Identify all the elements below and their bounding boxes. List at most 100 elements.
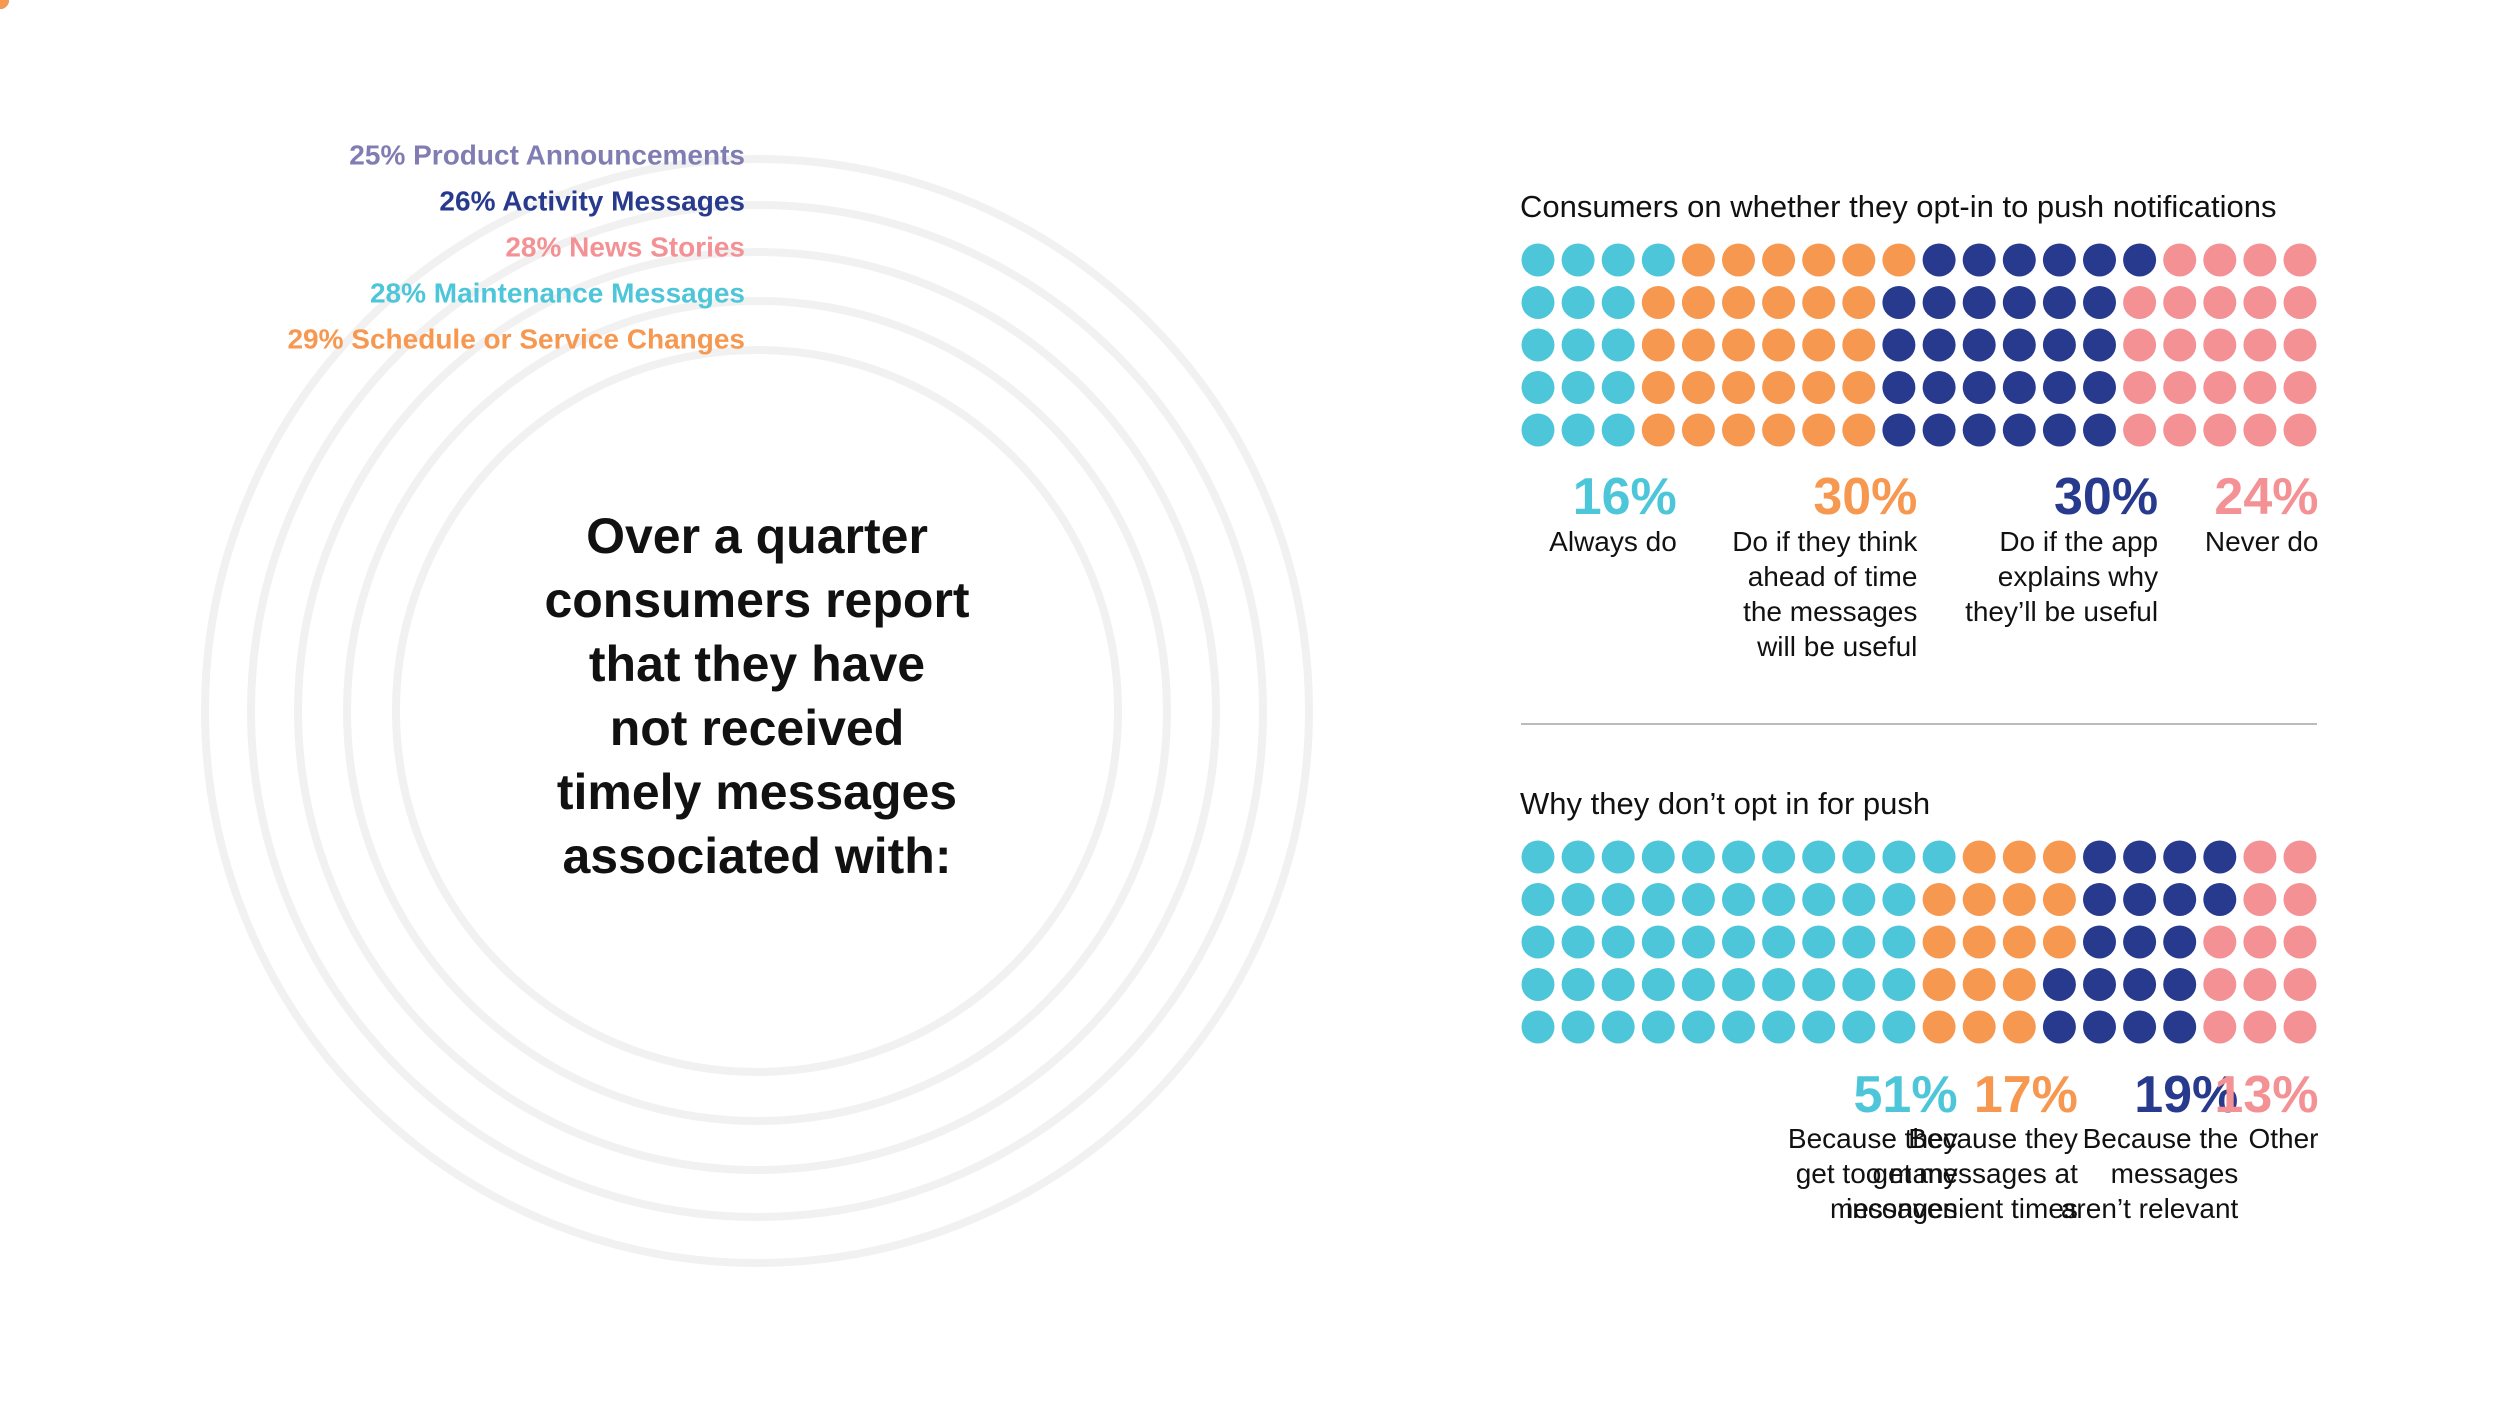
radial-arc-end-dot-schedule-or-service-changes xyxy=(0,0,9,9)
waffle-dot-always-do xyxy=(1601,413,1635,447)
waffle-dot-do-if-they-think-ahead-of-time-the-messages-will-be-useful xyxy=(1722,243,1755,277)
radial-label-schedule-or-service-changes: 29% Schedule or Service Changes xyxy=(287,324,745,355)
radial-track-2 xyxy=(247,201,1267,1221)
waffle-dot-because-the-messages-arent-relevant xyxy=(2083,1010,2116,1044)
waffle-dot-do-if-the-app-explains-why-theyll-be-useful xyxy=(1882,286,1916,319)
waffle-label-do-if-they-think-ahead-of-time-the-messages-will-be-useful: Do if they think ahead of time the message… xyxy=(1732,526,1918,662)
waffle-dot-do-if-they-think-ahead-of-time-the-messages-will-be-useful xyxy=(1681,371,1715,404)
waffle-dot-do-if-they-think-ahead-of-time-the-messages-will-be-useful xyxy=(1802,328,1836,362)
waffle-dot-because-they-get-too-many-messages xyxy=(1802,1010,1836,1044)
waffle-dot-because-they-get-too-many-messages xyxy=(1882,1010,1916,1044)
waffle-dot-because-they-get-too-many-messages xyxy=(1802,883,1836,916)
waffle-dot-because-they-get-messages-at-inconvenient-times xyxy=(2042,883,2076,916)
waffle-dot-do-if-they-think-ahead-of-time-the-messages-will-be-useful xyxy=(1722,371,1755,404)
waffle-dot-always-do xyxy=(1521,243,1555,277)
waffle-dot-because-the-messages-arent-relevant xyxy=(2083,840,2116,874)
waffle-dot-do-if-they-think-ahead-of-time-the-messages-will-be-useful xyxy=(1681,413,1715,447)
waffle-dot-never-do xyxy=(2163,371,2197,404)
waffle-title: Why they don’t opt in for push xyxy=(1520,786,1930,821)
waffle-dot-because-they-get-messages-at-inconvenient-times xyxy=(2002,968,2036,1001)
waffle-dot-never-do xyxy=(2163,286,2197,319)
waffle-dot-do-if-they-think-ahead-of-time-the-messages-will-be-useful xyxy=(1842,328,1876,362)
waffle-dot-other xyxy=(2243,968,2277,1001)
waffle-dot-always-do xyxy=(1561,371,1595,404)
waffle-dot-because-they-get-too-many-messages xyxy=(1521,840,1555,874)
waffle-dot-do-if-the-app-explains-why-theyll-be-useful xyxy=(2002,371,2036,404)
waffle-dot-do-if-the-app-explains-why-theyll-be-useful xyxy=(2042,286,2076,319)
waffle-label-because-the-messages-arent-relevant: Because the messages aren’t relevant xyxy=(2061,1123,2239,1224)
waffle-dot-never-do xyxy=(2203,413,2237,447)
waffle-dot-do-if-they-think-ahead-of-time-the-messages-will-be-useful xyxy=(1842,243,1876,277)
waffle-dot-because-they-get-too-many-messages xyxy=(1681,1010,1715,1044)
waffle-dot-because-they-get-too-many-messages xyxy=(1601,968,1635,1001)
waffle-dot-other xyxy=(2243,1010,2277,1044)
waffle-dot-because-they-get-too-many-messages xyxy=(1681,968,1715,1001)
waffle-label-line: messages xyxy=(2111,1158,2239,1189)
waffle-dot-always-do xyxy=(1601,286,1635,319)
waffle-dot-because-they-get-too-many-messages xyxy=(1722,1010,1755,1044)
waffle-dot-never-do xyxy=(2123,328,2157,362)
waffle-label-line: Always do xyxy=(1549,526,1677,557)
waffle-dot-because-they-get-too-many-messages xyxy=(1842,840,1876,874)
waffle-dot-always-do xyxy=(1561,243,1595,277)
waffle-dot-because-the-messages-arent-relevant xyxy=(2123,1010,2157,1044)
waffle-dot-because-they-get-too-many-messages xyxy=(1641,968,1675,1001)
radial-title-line: not received xyxy=(610,700,905,756)
waffle-dot-always-do xyxy=(1521,286,1555,319)
waffle-label-never-do: Never do xyxy=(2205,526,2319,557)
waffle-dot-because-they-get-too-many-messages xyxy=(1882,883,1916,916)
waffle-label-because-they-get-too-many-messages: Because they get too many messages xyxy=(1788,1123,1958,1224)
radial-title-line: consumers report xyxy=(544,572,969,628)
waffle-dot-do-if-the-app-explains-why-theyll-be-useful xyxy=(2002,328,2036,362)
waffle-dot-because-the-messages-arent-relevant xyxy=(2042,968,2076,1001)
radial-title-line: timely messages xyxy=(557,764,957,820)
waffle-dot-because-the-messages-arent-relevant xyxy=(2163,925,2197,959)
waffle-label-line: the messages xyxy=(1743,596,1917,627)
waffle-label-line: inconvenient times xyxy=(1846,1193,2078,1224)
waffle-dot-because-they-get-too-many-messages xyxy=(1722,968,1755,1001)
waffle-dot-because-the-messages-arent-relevant xyxy=(2163,968,2197,1001)
waffle-dot-do-if-the-app-explains-why-theyll-be-useful xyxy=(2002,413,2036,447)
waffle-label-line: Do if the app xyxy=(1999,526,2158,557)
waffle-dot-always-do xyxy=(1561,328,1595,362)
waffle-dot-because-the-messages-arent-relevant xyxy=(2163,1010,2197,1044)
waffle-dot-do-if-the-app-explains-why-theyll-be-useful xyxy=(2042,371,2076,404)
waffle-dot-do-if-they-think-ahead-of-time-the-messages-will-be-useful xyxy=(1762,371,1796,404)
waffle-dot-because-the-messages-arent-relevant xyxy=(2163,840,2197,874)
waffle-dot-because-they-get-too-many-messages xyxy=(1641,1010,1675,1044)
waffle-dot-always-do xyxy=(1601,328,1635,362)
waffle-label-other: Other xyxy=(2248,1123,2318,1154)
radial-title-line: Over a quarter xyxy=(586,508,928,564)
waffle-dot-other xyxy=(2283,1010,2317,1044)
waffle-dot-because-they-get-messages-at-inconvenient-times xyxy=(1922,883,1956,916)
waffle-dot-because-they-get-messages-at-inconvenient-times xyxy=(1962,968,1996,1001)
waffle-dot-do-if-they-think-ahead-of-time-the-messages-will-be-useful xyxy=(1722,286,1755,319)
waffle-dot-because-they-get-messages-at-inconvenient-times xyxy=(2042,840,2076,874)
waffle-dot-do-if-they-think-ahead-of-time-the-messages-will-be-useful xyxy=(1842,371,1876,404)
waffle-dot-do-if-they-think-ahead-of-time-the-messages-will-be-useful xyxy=(1882,243,1916,277)
waffle-dot-never-do xyxy=(2203,371,2237,404)
waffle-dot-always-do xyxy=(1641,243,1675,277)
waffle-dot-always-do xyxy=(1601,371,1635,404)
waffle-dot-do-if-the-app-explains-why-theyll-be-useful xyxy=(2042,243,2076,277)
waffle-dot-never-do xyxy=(2203,243,2237,277)
waffle-dot-because-the-messages-arent-relevant xyxy=(2123,925,2157,959)
waffle-dot-because-they-get-too-many-messages xyxy=(1521,925,1555,959)
waffle-dot-never-do xyxy=(2123,286,2157,319)
waffle-dot-because-the-messages-arent-relevant xyxy=(2123,883,2157,916)
waffle-dot-because-they-get-too-many-messages xyxy=(1601,840,1635,874)
waffle-label-always-do: Always do xyxy=(1549,526,1677,557)
waffle-dot-do-if-they-think-ahead-of-time-the-messages-will-be-useful xyxy=(1681,243,1715,277)
waffle-dot-because-they-get-too-many-messages xyxy=(1762,1010,1796,1044)
waffle-dot-other xyxy=(2243,925,2277,959)
waffle-dot-do-if-they-think-ahead-of-time-the-messages-will-be-useful xyxy=(1802,286,1836,319)
waffle-dot-never-do xyxy=(2243,328,2277,362)
waffle-dot-always-do xyxy=(1521,328,1555,362)
waffle-dot-because-they-get-too-many-messages xyxy=(1561,925,1595,959)
waffle-dot-because-they-get-too-many-messages xyxy=(1561,1010,1595,1044)
waffle-dot-because-they-get-too-many-messages xyxy=(1842,1010,1876,1044)
radial-center-title: Over a quarter consumers report that they … xyxy=(544,508,969,884)
waffle-dot-do-if-they-think-ahead-of-time-the-messages-will-be-useful xyxy=(1641,286,1675,319)
waffle-pct-do-if-they-think-ahead-of-time-the-messages-will-be-useful: 30% xyxy=(1813,468,1917,526)
